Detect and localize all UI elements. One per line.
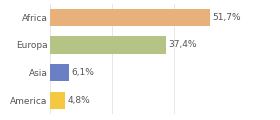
Bar bbox=[50, 36, 166, 54]
Bar bbox=[50, 92, 65, 109]
Text: 4,8%: 4,8% bbox=[67, 96, 90, 105]
Text: 37,4%: 37,4% bbox=[168, 40, 196, 49]
Bar bbox=[50, 64, 69, 81]
Text: 6,1%: 6,1% bbox=[71, 68, 94, 77]
Bar bbox=[50, 9, 210, 26]
Text: 51,7%: 51,7% bbox=[212, 13, 241, 22]
